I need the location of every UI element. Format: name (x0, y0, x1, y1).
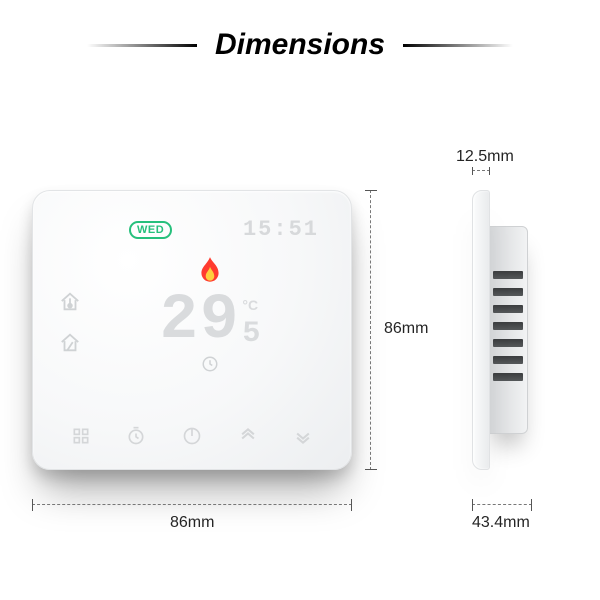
temperature-block: 29 °C 5 (95, 256, 325, 378)
guide-side-back-width (472, 504, 532, 505)
label-front-height: 86mm (384, 320, 428, 338)
temperature-unit: °C (242, 297, 258, 313)
away-icon (59, 332, 81, 359)
side-front-panel (472, 190, 490, 470)
home-temp-icon (59, 291, 81, 318)
timer-button-icon[interactable] (126, 426, 146, 451)
temperature-readout: 29 °C 5 (160, 293, 261, 351)
title-rule-right (403, 44, 513, 47)
clock-readout: 15:51 (243, 217, 319, 242)
title-rule-left (87, 44, 197, 47)
mode-icon-column (59, 291, 81, 359)
up-button-icon[interactable] (238, 426, 258, 451)
thermostat-side-view (472, 190, 532, 470)
thermostat-screen: WED 15:51 (33, 191, 351, 469)
screen-top-row: WED 15:51 (59, 217, 325, 242)
guide-front-height (370, 190, 371, 470)
label-side-depth: 12.5mm (456, 148, 514, 166)
vent-slots (493, 271, 523, 381)
menu-button-icon[interactable] (71, 426, 91, 451)
touch-button-row (33, 426, 351, 451)
power-button-icon[interactable] (182, 426, 202, 451)
side-back-housing (488, 226, 528, 434)
page-title: Dimensions (215, 28, 385, 62)
temperature-integer: 29 (160, 293, 241, 351)
day-badge: WED (129, 221, 172, 239)
diagram-stage: WED 15:51 (0, 100, 600, 580)
thermostat-front-view: WED 15:51 (32, 190, 352, 470)
down-button-icon[interactable] (293, 426, 313, 451)
title-row: Dimensions (0, 0, 600, 62)
guide-side-depth (472, 170, 490, 171)
label-front-width: 86mm (170, 514, 214, 532)
label-side-back-width: 43.4mm (472, 514, 530, 532)
screen-mid-row: 29 °C 5 (59, 256, 325, 378)
temperature-decimal: 5 (242, 317, 260, 351)
guide-front-width (32, 504, 352, 505)
schedule-icon (201, 355, 219, 378)
